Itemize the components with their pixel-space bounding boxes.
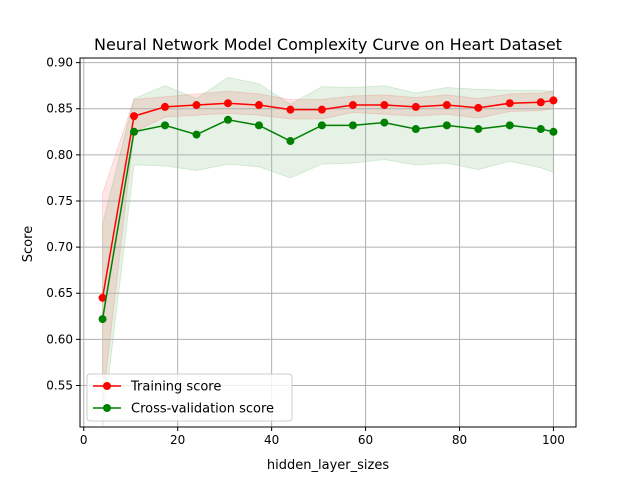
line-series-0 xyxy=(101,99,554,298)
x-tick-label-3: 60 xyxy=(358,433,373,447)
point-series-0-4 xyxy=(223,99,232,108)
point-series-0-3 xyxy=(192,101,201,110)
point-series-0-14 xyxy=(536,98,545,107)
plot-frame xyxy=(79,57,577,428)
point-series-1-14 xyxy=(536,125,545,134)
point-series-0-7 xyxy=(317,105,326,114)
y-tick-label-0: 0.55 xyxy=(46,378,73,392)
point-series-0-0 xyxy=(98,293,107,302)
point-series-1-4 xyxy=(223,115,232,124)
y-tick-label-2: 0.65 xyxy=(46,286,73,300)
point-series-1-5 xyxy=(254,121,263,130)
point-series-0-1 xyxy=(130,112,139,121)
point-series-0-11 xyxy=(442,101,451,110)
point-series-1-6 xyxy=(286,137,295,146)
line-series-1 xyxy=(101,119,554,320)
point-series-0-12 xyxy=(474,103,483,112)
point-series-1-10 xyxy=(411,125,420,134)
legend-marker-1 xyxy=(103,404,111,412)
chart-title: Neural Network Model Complexity Curve on… xyxy=(94,35,562,54)
y-tick-label-5: 0.80 xyxy=(46,148,73,162)
y-tick-label-3: 0.70 xyxy=(46,240,73,254)
y-tick-label-1: 0.60 xyxy=(46,332,73,346)
point-series-0-13 xyxy=(505,99,514,108)
point-series-0-9 xyxy=(380,101,389,110)
point-series-0-2 xyxy=(161,102,170,111)
x-tick-label-0: 0 xyxy=(80,433,88,447)
legend-box xyxy=(86,373,293,422)
point-series-1-2 xyxy=(161,121,170,130)
point-series-0-6 xyxy=(286,105,295,114)
legend-label-0: Training score xyxy=(130,380,221,395)
y-tick-label-4: 0.75 xyxy=(46,194,73,208)
x-tick-label-1: 20 xyxy=(170,433,185,447)
point-series-1-3 xyxy=(192,130,201,139)
legend-marker-0 xyxy=(103,382,111,390)
x-axis-label: hidden_layer_sizes xyxy=(267,458,389,473)
point-series-0-15 xyxy=(549,96,558,105)
point-series-1-0 xyxy=(98,315,107,324)
point-series-1-15 xyxy=(549,127,558,136)
y-axis-label: Score xyxy=(21,226,36,262)
x-axis: 0 20 40 60 80 100 xyxy=(80,427,565,447)
y-tick-label-6: 0.85 xyxy=(46,102,73,116)
series-lines xyxy=(98,96,558,324)
point-series-1-8 xyxy=(348,121,357,130)
point-series-1-13 xyxy=(505,121,514,130)
x-tick-label-5: 100 xyxy=(542,433,565,447)
legend-label-1: Cross-validation score xyxy=(131,402,274,417)
point-series-1-9 xyxy=(380,118,389,127)
y-axis: 0.55 0.60 0.65 0.70 0.75 0.80 0.85 0.90 xyxy=(46,56,80,392)
legend: Training score Cross-validation score xyxy=(86,373,293,422)
point-series-0-5 xyxy=(254,101,263,110)
point-series-1-7 xyxy=(317,121,326,130)
point-series-0-10 xyxy=(411,102,420,111)
point-series-1-11 xyxy=(442,121,451,130)
y-tick-label-7: 0.90 xyxy=(46,56,73,70)
x-tick-label-2: 40 xyxy=(264,433,279,447)
point-series-1-1 xyxy=(130,127,139,136)
point-series-0-8 xyxy=(348,101,357,110)
point-series-1-12 xyxy=(474,125,483,134)
x-tick-label-4: 80 xyxy=(452,433,467,447)
